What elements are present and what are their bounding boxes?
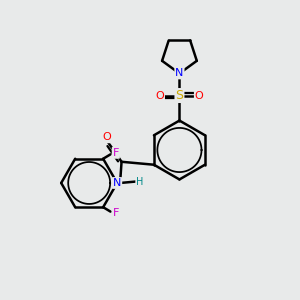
- Text: F: F: [112, 148, 119, 158]
- Text: O: O: [155, 91, 164, 100]
- Text: N: N: [175, 68, 184, 78]
- Text: N: N: [113, 178, 121, 188]
- Text: F: F: [112, 208, 119, 218]
- Text: S: S: [176, 89, 183, 102]
- Text: O: O: [195, 91, 203, 100]
- Text: H: H: [136, 176, 143, 187]
- Text: O: O: [103, 132, 111, 142]
